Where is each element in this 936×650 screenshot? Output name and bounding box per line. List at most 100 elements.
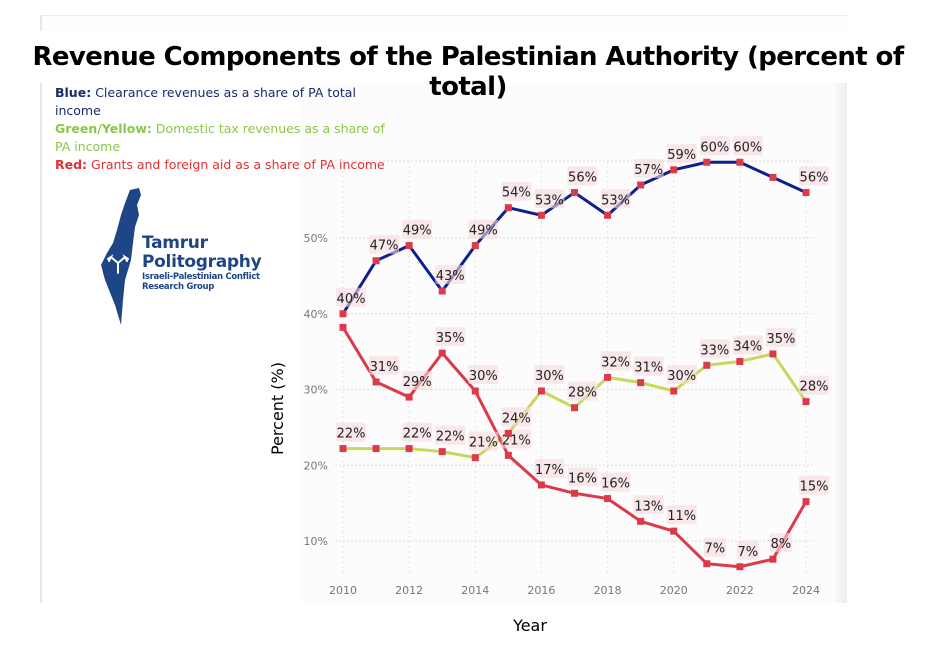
left-frame	[40, 83, 42, 603]
x-tick-label: 2016	[527, 584, 555, 597]
data-label: 43%	[436, 269, 465, 284]
data-point	[504, 204, 512, 212]
data-label: 56%	[568, 171, 597, 186]
x-tick-label: 2022	[726, 584, 754, 597]
data-label-background	[369, 355, 400, 375]
x-tick-label: 2012	[395, 584, 423, 597]
logo-text: Tamrur Politography Israeli-Palestinian …	[142, 233, 262, 293]
data-label-background	[369, 234, 400, 254]
x-tick-label: 2024	[792, 584, 820, 597]
data-label: 22%	[337, 427, 366, 442]
logo-name-line2: Politography	[142, 252, 262, 272]
logo-subtitle-line1: Israeli-Palestinian Conflict	[142, 272, 260, 282]
data-point	[504, 451, 512, 459]
data-point	[537, 481, 545, 489]
data-label: 21%	[469, 436, 498, 451]
data-label-background	[600, 472, 631, 492]
data-label-background	[600, 351, 631, 371]
data-label: 24%	[502, 411, 531, 426]
data-point	[405, 242, 413, 250]
legend-notes: Blue: Clearance revenues as a share of P…	[55, 84, 385, 174]
data-label-background	[600, 189, 631, 209]
data-point	[571, 404, 578, 412]
data-point	[802, 189, 810, 197]
data-point	[670, 527, 678, 535]
data-label: 16%	[568, 471, 597, 486]
data-label: 32%	[601, 355, 630, 370]
data-label: 7%	[704, 542, 725, 557]
legend-note-red: Red: Grants and foreign aid as a share o…	[55, 156, 385, 174]
data-label: 30%	[535, 369, 564, 384]
y-tick-label: 10%	[304, 535, 328, 548]
data-point	[471, 454, 479, 462]
legend-key-green: Green/Yellow:	[55, 121, 152, 136]
data-point	[736, 158, 744, 166]
data-label: 47%	[370, 239, 399, 254]
data-point	[769, 555, 777, 563]
data-label-background	[501, 181, 532, 201]
data-point	[438, 287, 446, 295]
data-label-background	[666, 143, 697, 163]
data-label: 21%	[502, 433, 531, 448]
data-label: 22%	[403, 427, 432, 442]
data-point	[372, 445, 380, 453]
data-label-background	[732, 136, 763, 156]
data-point	[802, 498, 810, 506]
data-label: 29%	[403, 375, 432, 390]
data-label: 11%	[667, 509, 696, 524]
data-label-background	[769, 533, 792, 553]
y-tick-label: 40%	[304, 308, 328, 321]
data-label: 16%	[601, 477, 630, 492]
chart-title: Revenue Components of the Palestinian Au…	[32, 42, 904, 102]
legend-text-green: Domestic tax revenues as a share of PA i…	[55, 121, 385, 154]
data-label-background	[468, 365, 499, 385]
data-label-background	[765, 327, 796, 347]
data-point	[670, 166, 678, 174]
data-point	[604, 211, 612, 219]
data-label-background	[336, 287, 366, 307]
data-label-background	[633, 495, 664, 515]
x-tick-label: 2014	[461, 584, 489, 597]
data-label: 49%	[403, 224, 432, 239]
data-label-background	[666, 505, 697, 525]
data-point	[769, 173, 777, 181]
data-point	[339, 323, 347, 331]
data-label-background	[567, 467, 598, 487]
data-label-background	[567, 166, 598, 186]
data-point	[637, 379, 645, 387]
data-label: 28%	[568, 386, 597, 401]
data-label: 28%	[800, 380, 829, 395]
y-tick-label: 50%	[304, 232, 328, 245]
data-point	[438, 349, 446, 357]
data-label: 53%	[535, 193, 564, 208]
data-point	[537, 387, 545, 395]
logo-name-line1: Tamrur	[142, 233, 208, 253]
data-label-background	[699, 136, 730, 156]
x-tick-label: 2010	[329, 584, 357, 597]
data-point	[670, 387, 678, 395]
data-label: 40%	[337, 292, 366, 307]
data-point	[471, 242, 479, 250]
data-point	[736, 357, 744, 365]
data-label: 60%	[733, 140, 762, 155]
data-label: 35%	[766, 332, 795, 347]
data-label-background	[736, 540, 759, 560]
data-label-background	[468, 219, 499, 239]
data-label-background	[699, 339, 730, 359]
data-label-background	[732, 335, 763, 355]
data-label: 8%	[771, 537, 792, 552]
split-arrow-icon	[107, 254, 129, 274]
data-point	[471, 387, 479, 395]
data-point	[504, 429, 512, 437]
legend-key-blue: Blue:	[55, 85, 92, 100]
y-tick-labels: 10% 20% 30% 40% 50%	[304, 232, 328, 548]
data-label-background	[402, 219, 433, 239]
data-label: 31%	[370, 360, 399, 375]
x-axis-label: Year	[513, 616, 547, 635]
x-tick-label: 2018	[594, 584, 622, 597]
top-frame	[40, 15, 847, 31]
data-point	[604, 495, 612, 503]
data-label-background	[435, 425, 466, 445]
map-logo-icon	[101, 188, 141, 325]
